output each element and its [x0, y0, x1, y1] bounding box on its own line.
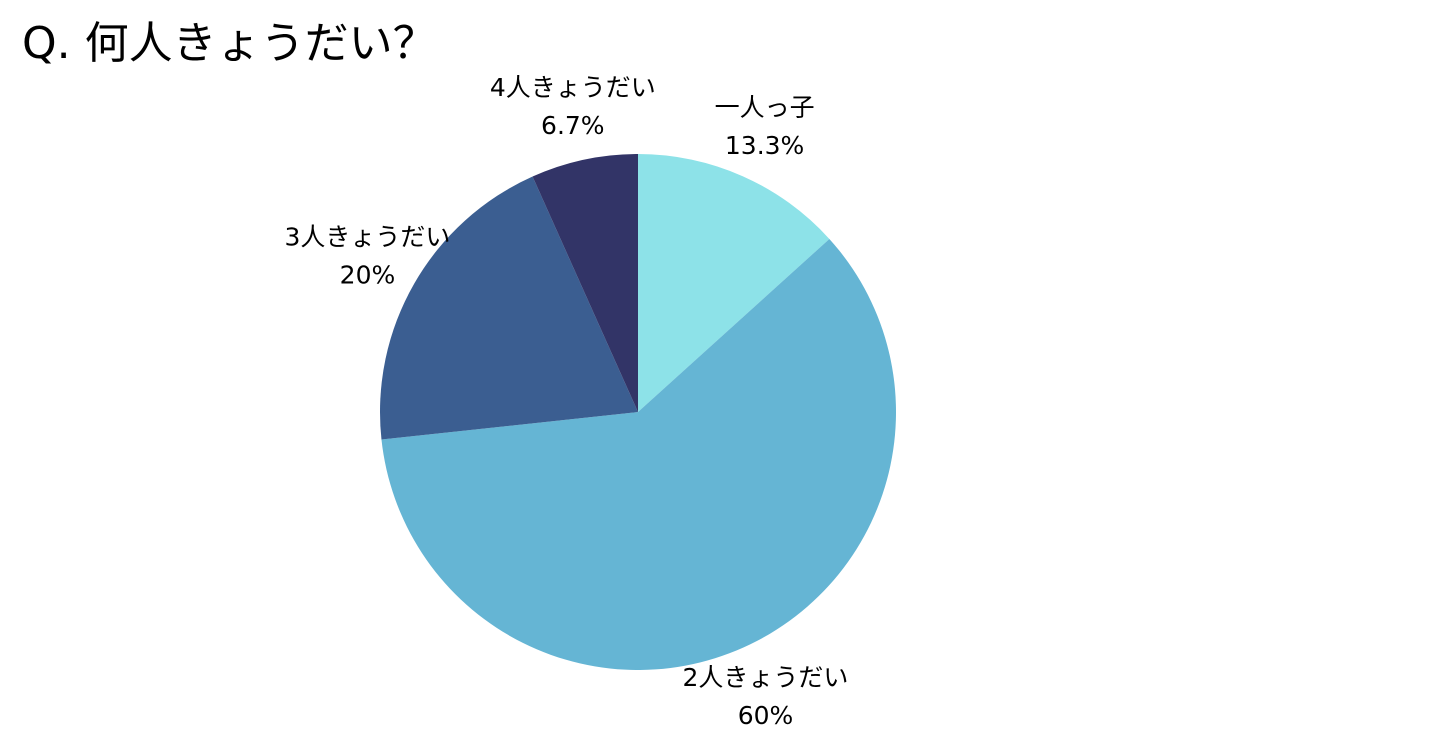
slice-value-label: 20%	[340, 261, 396, 290]
slice-value-label: 13.3%	[725, 131, 804, 160]
slice-value-label: 6.7%	[541, 111, 605, 140]
pie-slice	[638, 154, 830, 412]
chart-title: Q. 何人きょうだい？	[22, 18, 437, 69]
slice-label: 2人きょうだい	[683, 663, 849, 692]
slice-label: 4人きょうだい	[490, 73, 656, 102]
pie-slice	[532, 154, 638, 412]
slice-label: 一人っ子	[715, 93, 815, 122]
pie-slice	[381, 238, 896, 670]
slice-label: 3人きょうだい	[285, 223, 451, 252]
slice-value-label: 60%	[738, 701, 794, 730]
pie-slice	[380, 176, 638, 440]
